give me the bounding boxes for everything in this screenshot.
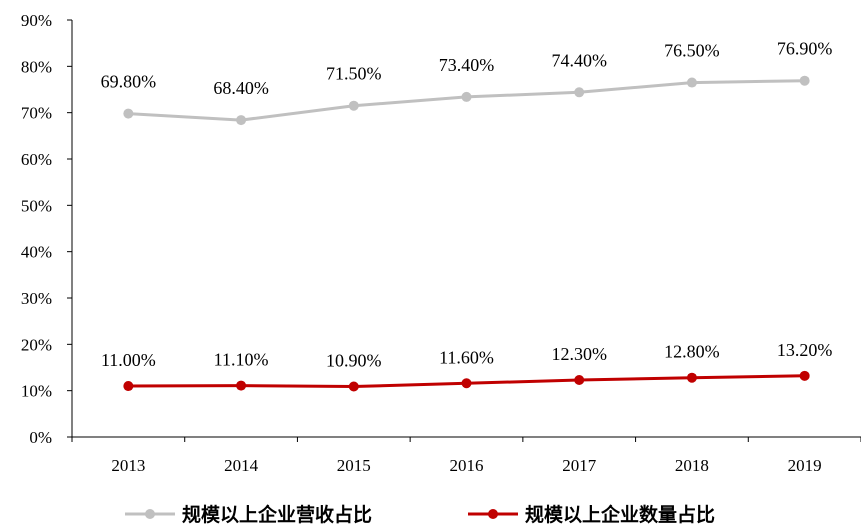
y-tick-label: 0% bbox=[29, 428, 52, 447]
legend-label: 规模以上企业营收占比 bbox=[182, 503, 372, 524]
x-tick-label: 2014 bbox=[224, 456, 259, 475]
data-label: 76.50% bbox=[664, 41, 720, 61]
x-tick-label: 2019 bbox=[788, 456, 822, 475]
data-point bbox=[686, 372, 697, 383]
x-tick-label: 2013 bbox=[111, 456, 145, 475]
data-point bbox=[461, 91, 472, 102]
data-point bbox=[123, 381, 134, 392]
series-group: 69.80% 68.40% 71.50% 73.40% 74.40% 76.50% 76.9… bbox=[101, 39, 833, 392]
data-label: 10.90% bbox=[326, 350, 382, 370]
data-label: 12.30% bbox=[551, 344, 607, 364]
x-tick-label: 2015 bbox=[337, 456, 371, 475]
data-label: 76.90% bbox=[777, 39, 833, 59]
data-point bbox=[236, 115, 247, 126]
data-point bbox=[123, 108, 134, 119]
data-label: 12.80% bbox=[664, 342, 720, 362]
x-tick-label: 2017 bbox=[562, 456, 597, 475]
data-label: 11.10% bbox=[214, 350, 269, 370]
y-tick-label: 40% bbox=[21, 243, 52, 262]
data-point bbox=[461, 378, 472, 389]
axes: 0% 10% 20% 30% 40% 50% 60% 70% 80% 90% 2013 2014 201… bbox=[21, 11, 861, 475]
data-point bbox=[574, 375, 585, 386]
data-label: 74.40% bbox=[551, 50, 607, 70]
data-label: 68.40% bbox=[213, 78, 269, 98]
legend-label: 规模以上企业数量占比 bbox=[525, 503, 715, 524]
legend-swatch-marker bbox=[488, 509, 498, 519]
y-tick-label: 70% bbox=[21, 104, 52, 123]
data-label: 11.60% bbox=[439, 347, 494, 367]
y-tick-label: 80% bbox=[21, 57, 52, 76]
data-point bbox=[348, 381, 359, 392]
y-tick-label: 90% bbox=[21, 11, 52, 30]
x-tick-label: 2016 bbox=[450, 456, 484, 475]
y-tick-label: 60% bbox=[21, 150, 52, 169]
y-tick-label: 50% bbox=[21, 196, 52, 215]
data-label: 71.50% bbox=[326, 64, 382, 84]
y-tick-label: 30% bbox=[21, 289, 52, 308]
data-point bbox=[799, 75, 810, 86]
y-tick-label: 20% bbox=[21, 335, 52, 354]
data-point bbox=[574, 87, 585, 98]
data-point bbox=[348, 100, 359, 111]
data-label: 11.00% bbox=[101, 350, 156, 370]
data-point bbox=[236, 380, 247, 391]
data-label: 69.80% bbox=[101, 72, 157, 92]
y-tick-label: 10% bbox=[21, 382, 52, 401]
data-point bbox=[686, 77, 697, 88]
data-label: 73.40% bbox=[439, 55, 495, 75]
data-label: 13.20% bbox=[777, 340, 833, 360]
data-point bbox=[799, 370, 810, 381]
x-tick-label: 2018 bbox=[675, 456, 709, 475]
legend-swatch-marker bbox=[145, 509, 155, 519]
legend: 规模以上企业营收占比 规模以上企业数量占比 bbox=[125, 503, 715, 524]
